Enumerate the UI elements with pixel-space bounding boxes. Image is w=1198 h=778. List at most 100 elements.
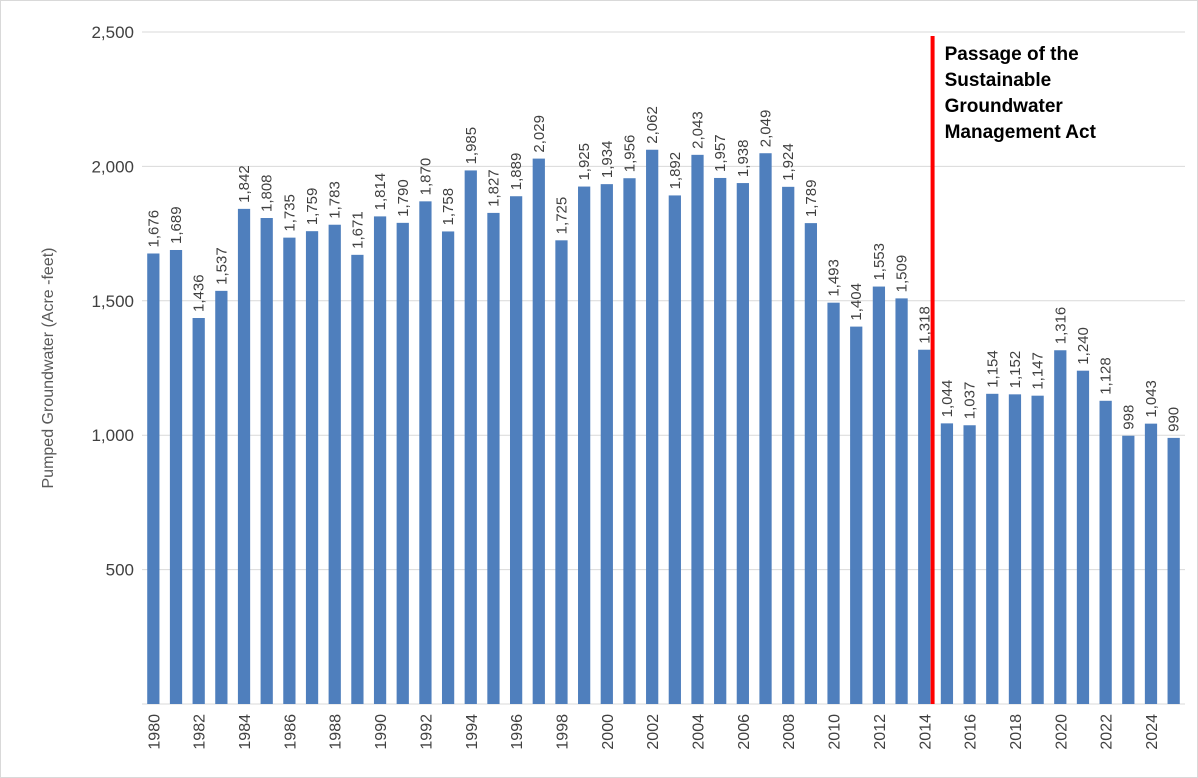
- bar: [351, 254, 364, 704]
- annotation-text: Groundwater: [945, 96, 1064, 117]
- value-label: 1,892: [667, 152, 684, 190]
- bar: [759, 153, 772, 704]
- value-label: 1,725: [553, 197, 570, 235]
- value-label: 1,758: [440, 188, 457, 226]
- x-tick-label: 1984: [237, 714, 254, 750]
- x-tick-label: 1982: [192, 714, 209, 750]
- bar: [215, 290, 228, 704]
- annotation-text: Management Act: [945, 122, 1097, 143]
- value-label: 1,957: [712, 134, 729, 172]
- bar: [600, 184, 613, 704]
- x-tick-label: 2016: [963, 714, 980, 750]
- value-label: 1,814: [372, 173, 389, 211]
- bar: [1122, 435, 1135, 704]
- x-tick-label: 2018: [1008, 714, 1025, 750]
- bar: [804, 223, 818, 704]
- value-label: 1,037: [962, 382, 979, 420]
- value-label: 998: [1120, 405, 1137, 430]
- value-label: 1,240: [1075, 327, 1092, 365]
- value-label: 1,783: [327, 181, 344, 219]
- y-tick-label: 500: [106, 561, 134, 580]
- value-label: 1,842: [236, 165, 253, 203]
- x-tick-label: 1996: [509, 714, 526, 750]
- value-label: 2,029: [531, 115, 548, 153]
- bar: [1144, 423, 1158, 704]
- value-label: 1,044: [939, 380, 956, 418]
- x-tick-label: 2024: [1144, 714, 1161, 750]
- bar: [736, 183, 749, 704]
- value-label: 1,493: [826, 259, 843, 297]
- bar: [714, 177, 727, 705]
- x-tick-label: 2012: [872, 714, 889, 750]
- x-tick-label: 2002: [645, 714, 662, 750]
- value-label: 1,152: [1007, 351, 1024, 389]
- x-tick-label: 1988: [328, 714, 345, 750]
- bar: [1008, 394, 1022, 704]
- x-tick-label: 2014: [917, 714, 934, 750]
- bar: [918, 349, 931, 704]
- bar: [487, 212, 500, 704]
- y-tick-label: 2,000: [91, 157, 134, 176]
- value-label: 1,789: [803, 180, 820, 218]
- bar: [782, 186, 795, 704]
- value-label: 1,154: [984, 350, 1001, 388]
- value-label: 1,925: [576, 143, 593, 181]
- x-tick-label: 1994: [464, 714, 481, 750]
- value-label: 1,735: [281, 194, 298, 232]
- value-label: 1,759: [304, 188, 321, 226]
- bar: [986, 393, 999, 704]
- bar: [827, 302, 840, 704]
- bar: [305, 231, 319, 705]
- value-label: 1,689: [168, 206, 185, 244]
- bar: [1054, 350, 1067, 704]
- annotation-text: Sustainable: [945, 70, 1052, 91]
- bar: [872, 286, 886, 704]
- x-tick-label: 1992: [418, 714, 435, 750]
- value-label: 1,404: [848, 283, 865, 321]
- x-tick-label: 1986: [282, 714, 299, 750]
- value-label: 2,043: [690, 111, 707, 149]
- x-tick-label: 2000: [600, 714, 617, 750]
- y-tick-label: 2,500: [91, 23, 134, 42]
- value-label: 1,827: [485, 169, 502, 207]
- bar: [328, 224, 341, 704]
- bar: [509, 196, 523, 704]
- bar: [555, 240, 568, 704]
- bar: [147, 253, 160, 704]
- value-label: 1,938: [735, 140, 752, 178]
- bar: [623, 178, 636, 705]
- bar: [1167, 437, 1180, 704]
- value-label: 1,934: [599, 141, 616, 179]
- value-label: 1,671: [349, 211, 366, 249]
- value-label: 1,316: [1052, 307, 1069, 345]
- annotation-text: Passage of the: [945, 44, 1079, 65]
- value-label: 1,808: [259, 174, 276, 212]
- value-label: 1,985: [463, 127, 480, 165]
- bar: [373, 216, 387, 705]
- value-label: 1,956: [621, 135, 638, 173]
- bar: [419, 201, 432, 704]
- bar: [169, 249, 183, 704]
- value-label: 1,128: [1098, 357, 1115, 395]
- bar: [260, 218, 273, 705]
- value-label: 1,043: [1143, 380, 1160, 418]
- bar: [691, 154, 704, 704]
- bar: [940, 423, 954, 704]
- x-tick-label: 2006: [736, 714, 753, 750]
- value-label: 1,318: [916, 306, 933, 344]
- bar: [1099, 400, 1112, 704]
- bar: [963, 425, 976, 704]
- bar: [237, 208, 251, 704]
- bar: [192, 318, 205, 704]
- bar: [895, 298, 908, 704]
- x-tick-label: 2020: [1053, 714, 1070, 750]
- value-label: 990: [1166, 407, 1183, 432]
- value-label: 1,436: [191, 274, 208, 312]
- value-label: 1,924: [780, 143, 797, 181]
- bar: [578, 186, 591, 704]
- value-label: 1,509: [894, 255, 911, 293]
- value-label: 2,049: [758, 110, 775, 148]
- y-tick-label: 1,000: [91, 426, 134, 445]
- bar: [1031, 395, 1044, 704]
